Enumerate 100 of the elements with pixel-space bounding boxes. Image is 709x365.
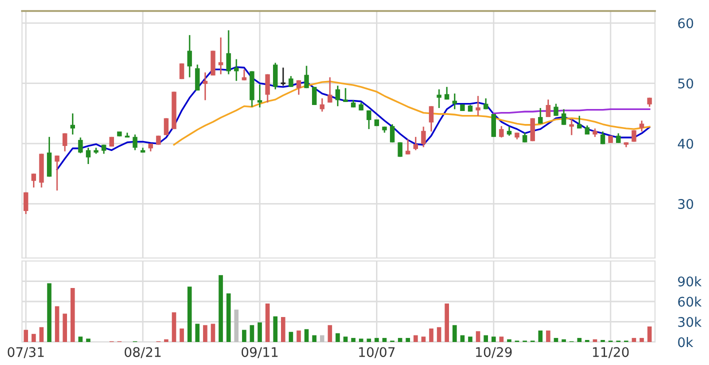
x-tick-label: 08/21 <box>124 347 161 358</box>
bar <box>86 338 90 342</box>
y-tick-label: 60k <box>678 296 702 307</box>
y-tick-label: 30 <box>678 199 694 209</box>
bar <box>180 328 184 342</box>
bar <box>218 275 223 342</box>
candlestick <box>54 154 60 192</box>
candlestick <box>202 72 208 101</box>
candlestick <box>288 75 294 88</box>
candlestick <box>328 76 332 104</box>
bar <box>47 283 52 342</box>
candlestick <box>273 62 278 90</box>
candlestick <box>546 98 551 118</box>
candlestick <box>436 88 442 109</box>
bar <box>195 324 200 342</box>
candlestick <box>538 107 543 124</box>
x-tick-label: 11/20 <box>593 347 629 358</box>
bar <box>406 338 410 342</box>
bar <box>250 325 254 342</box>
candlestick <box>265 74 270 104</box>
candlestick <box>577 115 582 130</box>
bar <box>429 328 434 342</box>
candlestick <box>398 142 402 158</box>
candlestick <box>390 124 395 144</box>
bar <box>320 335 324 342</box>
bar <box>312 335 316 342</box>
bar <box>577 338 582 342</box>
bar <box>538 330 543 342</box>
bar <box>554 338 558 342</box>
candlestick <box>86 147 91 165</box>
candlestick <box>600 130 606 145</box>
y-tick-label: 30k <box>678 316 702 327</box>
bar <box>62 314 68 342</box>
bar <box>304 329 309 342</box>
candlestick <box>24 192 28 215</box>
candlestick <box>561 108 566 126</box>
bar <box>374 338 379 342</box>
candlestick <box>554 103 558 117</box>
y-tick-label: 0k <box>678 336 694 348</box>
candlestick <box>413 136 418 151</box>
bar <box>281 317 286 342</box>
bar <box>328 325 332 342</box>
y-tick-label: 90k <box>678 276 702 286</box>
x-tick-label: 10/07 <box>359 347 395 358</box>
y-tick-label: 50 <box>678 78 694 88</box>
candlestick <box>491 113 496 138</box>
bar <box>562 339 566 342</box>
candlestick <box>132 134 138 151</box>
bar <box>491 336 496 342</box>
bar <box>460 335 465 342</box>
candlestick <box>257 84 262 108</box>
candlestick <box>70 112 76 136</box>
candlestick <box>102 144 106 154</box>
bar <box>421 336 426 342</box>
bar <box>414 335 418 342</box>
candlestick <box>320 98 324 112</box>
bar <box>366 338 372 342</box>
bar <box>78 336 83 342</box>
bar <box>468 336 472 342</box>
candlestick <box>406 138 410 156</box>
bar <box>187 286 192 342</box>
candlestick <box>616 132 621 144</box>
x-tick-label: 09/11 <box>242 347 278 358</box>
bar <box>210 324 216 342</box>
candlestick <box>499 125 504 138</box>
candlestick <box>226 30 231 75</box>
candlestick <box>476 95 480 117</box>
bar <box>484 335 488 342</box>
bar <box>546 330 550 342</box>
bar <box>24 330 28 342</box>
bar <box>226 293 231 342</box>
bar <box>640 338 644 342</box>
candlestick <box>366 110 372 130</box>
bar <box>343 336 348 342</box>
candlestick <box>304 65 309 89</box>
bar <box>242 330 246 342</box>
candlestick <box>218 36 224 75</box>
bar <box>336 333 340 342</box>
x-tick-label: 10/29 <box>476 347 512 358</box>
bar <box>398 338 402 342</box>
bar <box>39 327 44 342</box>
bar <box>265 304 270 342</box>
bar <box>476 331 480 342</box>
bar <box>54 306 60 342</box>
y-tick-label: 40 <box>678 138 694 149</box>
bar <box>258 322 262 342</box>
candlestick <box>195 64 200 92</box>
bar <box>203 325 208 342</box>
bar <box>507 339 512 342</box>
bar <box>358 338 364 342</box>
bar <box>452 325 457 342</box>
bar <box>632 338 636 342</box>
candlestick <box>62 132 68 152</box>
bar <box>70 288 75 342</box>
candlestick <box>335 85 340 107</box>
y-tick-label: 60 <box>678 18 694 28</box>
bar <box>288 332 294 342</box>
bar <box>273 316 278 342</box>
bar <box>647 326 652 342</box>
candlestick <box>242 68 247 81</box>
